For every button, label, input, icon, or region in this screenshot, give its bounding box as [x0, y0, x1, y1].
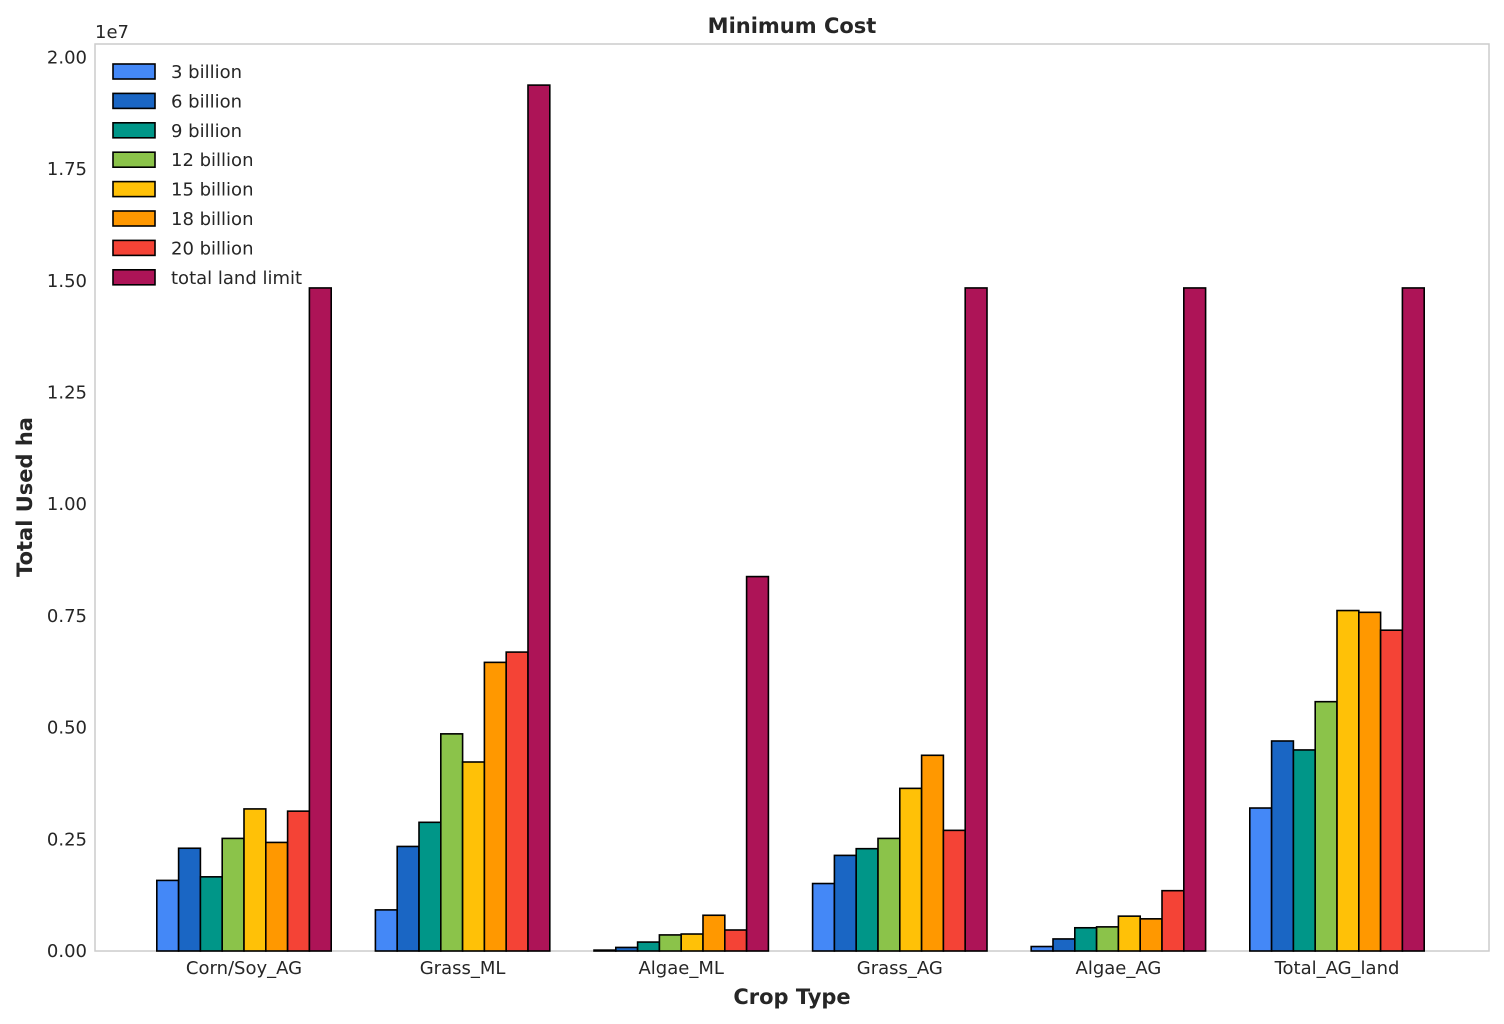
- bar-grass-ag-12-billion: [877, 837, 901, 952]
- x-tick-label: Corn/Soy_AG: [186, 958, 302, 979]
- bar-total-ag-land-6-billion: [1270, 740, 1295, 952]
- legend-swatch-9-billion: [112, 122, 156, 139]
- bar-corn-soy-ag-12-billion: [221, 837, 245, 952]
- bar-total-ag-land-20-billion: [1379, 629, 1404, 952]
- x-tick-label: Grass_ML: [420, 958, 506, 979]
- bar-algae-ml-18-billion: [702, 914, 726, 952]
- bar-grass-ml-18-billion: [483, 661, 507, 952]
- bar-grass-ml-total-land-limit: [527, 84, 551, 952]
- legend-swatch-20-billion: [112, 239, 156, 257]
- bar-corn-soy-ag-20-billion: [286, 810, 311, 952]
- bar-corn-soy-ag-15-billion: [243, 808, 267, 952]
- bar-grass-ag-total-land-limit: [964, 287, 988, 952]
- legend-label-3-billion: 3 billion: [171, 62, 242, 83]
- bar-algae-ml-20-billion: [723, 929, 748, 952]
- bar-grass-ml-3-billion: [374, 909, 398, 952]
- bar-algae-ag-18-billion: [1139, 918, 1163, 952]
- bar-algae-ml-9-billion: [636, 941, 661, 952]
- bar-grass-ag-3-billion: [811, 882, 836, 952]
- legend-label-9-billion: 9 billion: [171, 121, 242, 142]
- bar-corn-soy-ag-total-land-limit: [308, 287, 332, 952]
- bar-algae-ag-20-billion: [1161, 889, 1185, 952]
- bar-total-ag-land-9-billion: [1292, 749, 1317, 952]
- chart-title: Minimum Cost: [708, 14, 877, 38]
- x-tick-label: Algae_AG: [1076, 958, 1162, 979]
- legend-swatch-18-billion: [112, 210, 156, 227]
- legend-swatch-3-billion: [112, 63, 156, 80]
- y-tick-label: 0.50: [47, 718, 87, 739]
- bar-grass-ag-6-billion: [833, 854, 858, 952]
- bar-algae-ml-12-billion: [658, 934, 683, 952]
- bar-algae-ag-15-billion: [1117, 915, 1142, 952]
- x-tick-label: Total_AG_land: [1274, 958, 1400, 979]
- bar-grass-ml-12-billion: [439, 733, 464, 952]
- bar-algae-ag-total-land-limit: [1183, 287, 1207, 952]
- bar-algae-ag-6-billion: [1052, 938, 1076, 952]
- y-tick-label: 2.00: [47, 47, 87, 68]
- bar-grass-ml-6-billion: [396, 845, 420, 952]
- legend: 3 billion 6 billion 9 billion 12 billion 15 …: [112, 62, 302, 289]
- bar-total-ag-land-3-billion: [1249, 807, 1273, 952]
- legend-swatch-6-billion: [112, 92, 156, 110]
- y-axis-label: Total Used ha: [13, 417, 37, 577]
- bar-total-ag-land-15-billion: [1336, 609, 1360, 952]
- bar-total-ag-land-18-billion: [1358, 611, 1382, 952]
- bar-total-ag-land-12-billion: [1314, 700, 1338, 952]
- bar-grass-ag-9-billion: [855, 847, 879, 952]
- bars-layer: [156, 84, 1426, 952]
- legend-label-20-billion: 20 billion: [171, 238, 253, 259]
- bar-algae-ag-12-billion: [1095, 926, 1120, 952]
- bar-grass-ml-20-billion: [505, 651, 529, 952]
- x-axis-label: Crop Type: [733, 985, 850, 1009]
- legend-label-6-billion: 6 billion: [171, 91, 242, 112]
- bar-algae-ml-3-billion: [593, 949, 617, 952]
- x-axis-ticks: Corn/Soy_AG Grass_ML Algae_ML Grass_AG Algae…: [186, 958, 1400, 979]
- bar-grass-ml-15-billion: [461, 761, 486, 952]
- bar-grass-ml-9-billion: [418, 821, 442, 952]
- y-tick-label: 0.25: [47, 829, 87, 850]
- bar-grass-ag-15-billion: [898, 787, 923, 952]
- legend-swatch-15-billion: [112, 180, 156, 198]
- bar-algae-ml-total-land-limit: [745, 575, 770, 952]
- bar-grass-ag-20-billion: [942, 829, 967, 952]
- y-tick-label: 0.75: [47, 606, 87, 627]
- bar-grass-ag-18-billion: [920, 754, 945, 952]
- bar-algae-ag-9-billion: [1074, 926, 1098, 952]
- bar-corn-soy-ag-6-billion: [177, 847, 202, 952]
- bar-algae-ml-15-billion: [680, 933, 704, 952]
- legend-label-12-billion: 12 billion: [171, 150, 253, 171]
- x-tick-label: Algae_ML: [638, 958, 723, 979]
- y-offset-label: 1e7: [95, 22, 129, 43]
- x-tick-label: Grass_AG: [857, 958, 943, 979]
- legend-swatch-12-billion: [112, 151, 156, 168]
- legend-label-15-billion: 15 billion: [171, 180, 253, 201]
- legend-label-total-land-limit: total land limit: [171, 268, 302, 289]
- y-axis-ticks: 0.00 0.25 0.50 0.75 1.00 1.25 1.50 1.75 2.00: [47, 47, 87, 962]
- y-tick-label: 0.00: [47, 941, 87, 962]
- y-tick-label: 1.75: [47, 159, 87, 180]
- bar-corn-soy-ag-3-billion: [156, 879, 180, 952]
- y-tick-label: 1.25: [47, 383, 87, 404]
- y-tick-label: 1.00: [47, 494, 87, 515]
- legend-label-18-billion: 18 billion: [171, 209, 253, 230]
- legend-swatch-total-land-limit: [112, 268, 156, 286]
- bar-algae-ag-3-billion: [1030, 945, 1054, 952]
- bar-corn-soy-ag-18-billion: [264, 841, 289, 952]
- y-tick-label: 1.50: [47, 271, 87, 292]
- bar-corn-soy-ag-9-billion: [199, 876, 223, 952]
- bar-algae-ml-6-billion: [614, 946, 639, 952]
- bar-total-ag-land-total-land-limit: [1401, 287, 1426, 952]
